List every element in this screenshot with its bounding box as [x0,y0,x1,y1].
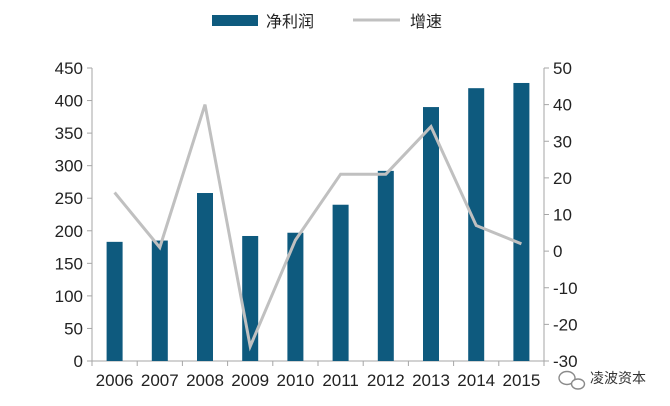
right-axis-tick-label: -20 [553,315,578,334]
right-axis-tick-label: 50 [553,59,572,78]
left-axis-tick-label: 300 [55,157,83,176]
right-axis-tick-label: 20 [553,169,572,188]
x-axis-tick-label: 2009 [231,371,269,390]
x-axis-tick-label: 2010 [276,371,314,390]
bar-net-profit [423,107,439,361]
x-axis-tick-label: 2007 [141,371,179,390]
bars [106,82,530,361]
x-axis-tick-label: 2015 [502,371,540,390]
x-axis-tick-label: 2013 [412,371,450,390]
left-axis-tick-label: 150 [55,254,83,273]
bar-net-profit [513,82,530,361]
left-axis-tick-label: 350 [55,124,83,143]
watermark-text: 凌波资本 [590,371,646,387]
legend-swatch-net-profit [212,15,258,26]
x-axis-tick-label: 2012 [367,371,405,390]
bar-net-profit [106,241,123,361]
left-axis-tick-label: 450 [55,59,83,78]
wechat-icon [558,370,586,390]
legend: 净利润 增速 [212,12,442,31]
growth-line [113,104,522,352]
bar-net-profit [332,204,349,361]
left-axis-tick-label: 0 [74,352,83,371]
left-axis-tick-label: 100 [55,287,83,306]
right-axis-tick-label: -30 [553,352,578,371]
line-growth [113,104,522,352]
right-axis-tick-label: 10 [553,206,572,225]
x-axis-tick-label: 2006 [96,371,134,390]
left-axis-tick-label: 50 [64,319,83,338]
left-axis-tick-label: 200 [55,222,83,241]
legend-label-growth: 增速 [410,12,442,31]
bar-net-profit [377,170,394,361]
bar-net-profit [197,193,213,361]
bar-net-profit [287,232,304,361]
right-axis-tick-label: 30 [553,132,572,151]
left-axis-tick-label: 400 [55,92,83,111]
watermark: 凌波资本 [558,370,646,390]
legend-label-net-profit: 净利润 [266,12,314,31]
x-axis-tick-label: 2011 [322,371,359,390]
tick-labels: 0 50 100 150 200 250 300 350 400 450 -30 -20 -10 0 10 2… [55,59,578,390]
bar-net-profit [151,240,168,361]
x-axis-tick-label: 2008 [186,371,224,390]
left-axis-tick-label: 250 [55,189,83,208]
x-axis-tick-label: 2014 [457,371,495,390]
right-axis-tick-label: 40 [553,96,572,115]
right-axis-tick-label: -10 [553,279,578,298]
right-axis-tick-label: 0 [553,242,562,261]
